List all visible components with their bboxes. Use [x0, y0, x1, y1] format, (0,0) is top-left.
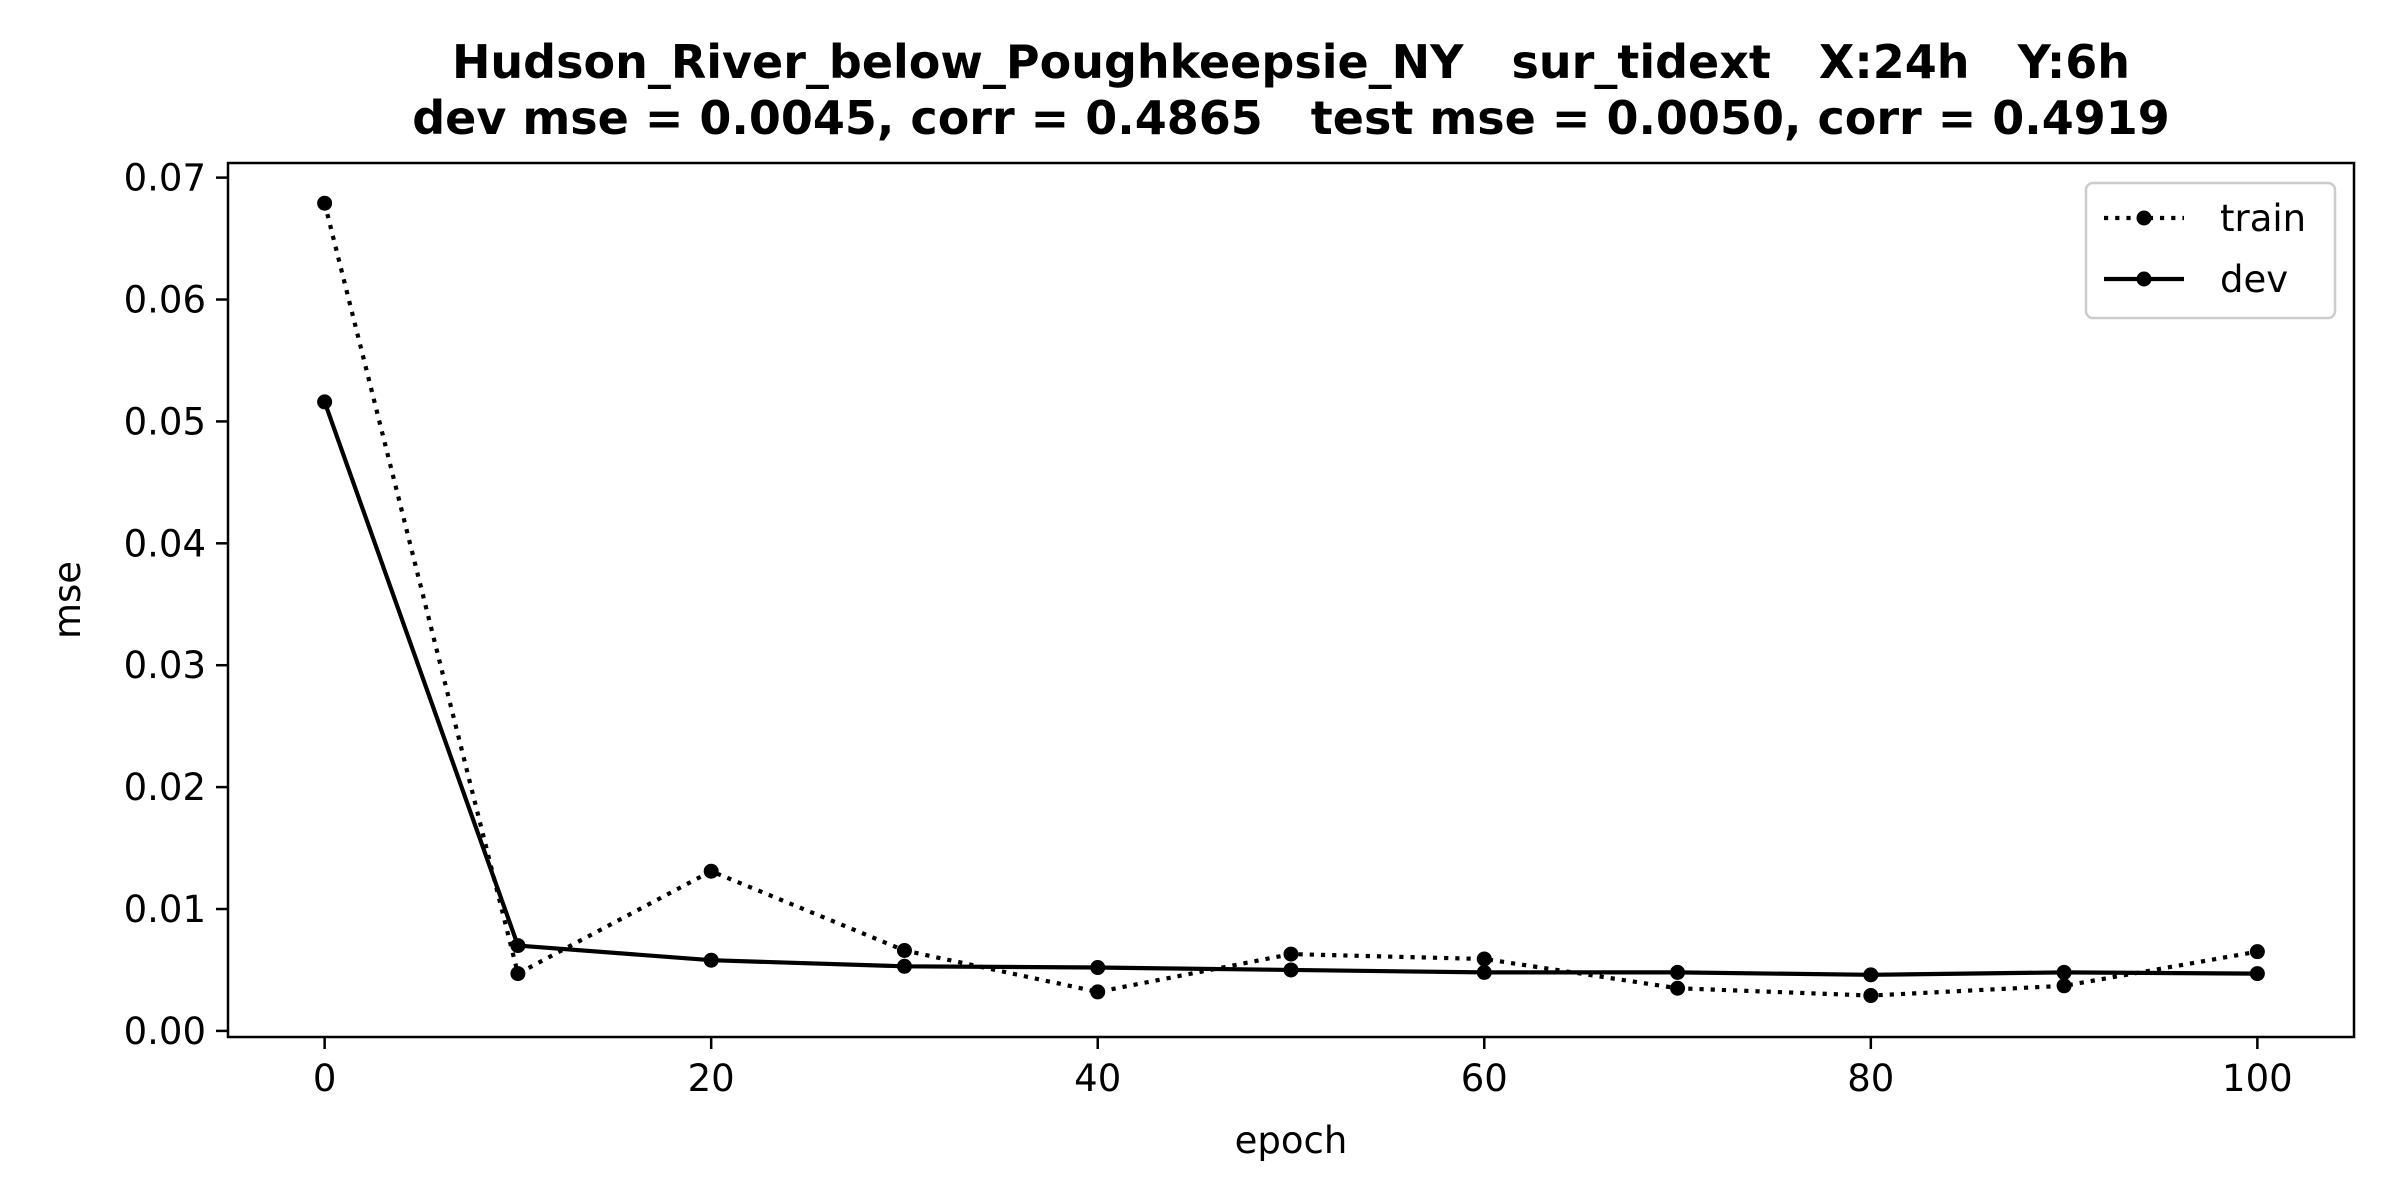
legend-dev-label: dev	[2220, 258, 2288, 301]
data-point-train	[2249, 944, 2265, 960]
x-tick-label: 40	[1074, 1057, 1121, 1100]
data-point-dev	[1090, 960, 1106, 976]
data-point-train	[1283, 946, 1299, 962]
x-tick-label: 20	[688, 1057, 735, 1100]
y-tick-label: 0.02	[124, 766, 206, 809]
legend-train-marker	[2136, 210, 2152, 226]
x-tick-label: 60	[1461, 1057, 1508, 1100]
data-point-train	[317, 195, 333, 211]
data-point-train	[1476, 951, 1492, 967]
data-point-dev	[317, 394, 333, 410]
chart-title: Hudson_River_below_Poughkeepsie_NY sur_t…	[452, 35, 2130, 89]
data-point-dev	[2249, 966, 2265, 982]
data-point-train	[896, 942, 912, 958]
data-point-train	[510, 966, 526, 982]
series-line-dev	[322, 401, 2258, 977]
y-tick-label: 0.01	[124, 888, 206, 931]
data-point-train	[1670, 980, 1686, 996]
x-tick-label: 80	[1847, 1057, 1894, 1100]
y-tick-label: 0.00	[124, 1010, 206, 1053]
data-point-dev	[510, 938, 526, 954]
data-point-dev	[1476, 964, 1492, 980]
y-tick-label: 0.04	[124, 522, 206, 565]
data-point-dev	[1283, 962, 1299, 978]
chart-subtitle: dev mse = 0.0045, corr = 0.4865 test mse…	[412, 91, 2170, 145]
x-axis-ticks: 0 20 40 60 80 100	[313, 1037, 2293, 1100]
data-point-dev	[1670, 964, 1686, 980]
series-layer	[317, 195, 2265, 1004]
y-axis-ticks: 0.00 0.01 0.02 0.03 0.04 0.05 0.06 0.07	[124, 157, 228, 1053]
data-point-train	[1863, 988, 1879, 1004]
y-tick-label: 0.05	[124, 400, 206, 443]
y-tick-label: 0.07	[124, 157, 206, 200]
x-axis-label: epoch	[1235, 1119, 1348, 1162]
x-tick-label: 0	[313, 1057, 337, 1100]
data-point-dev	[896, 958, 912, 974]
plot-frame	[226, 161, 2356, 1039]
legend-train-label: train	[2220, 197, 2306, 240]
legend: train dev	[2084, 181, 2337, 320]
legend-dev-marker	[2136, 271, 2152, 287]
y-tick-label: 0.03	[124, 644, 206, 687]
data-point-train	[703, 863, 719, 879]
series-line-train	[322, 202, 2258, 998]
x-tick-label: 100	[2222, 1057, 2293, 1100]
data-point-train	[1090, 984, 1106, 1000]
y-axis-label: mse	[46, 561, 89, 639]
y-tick-label: 0.06	[124, 279, 206, 322]
data-point-dev	[703, 952, 719, 968]
data-point-dev	[1863, 967, 1879, 983]
data-point-train	[2056, 978, 2072, 994]
data-point-dev	[2056, 964, 2072, 980]
